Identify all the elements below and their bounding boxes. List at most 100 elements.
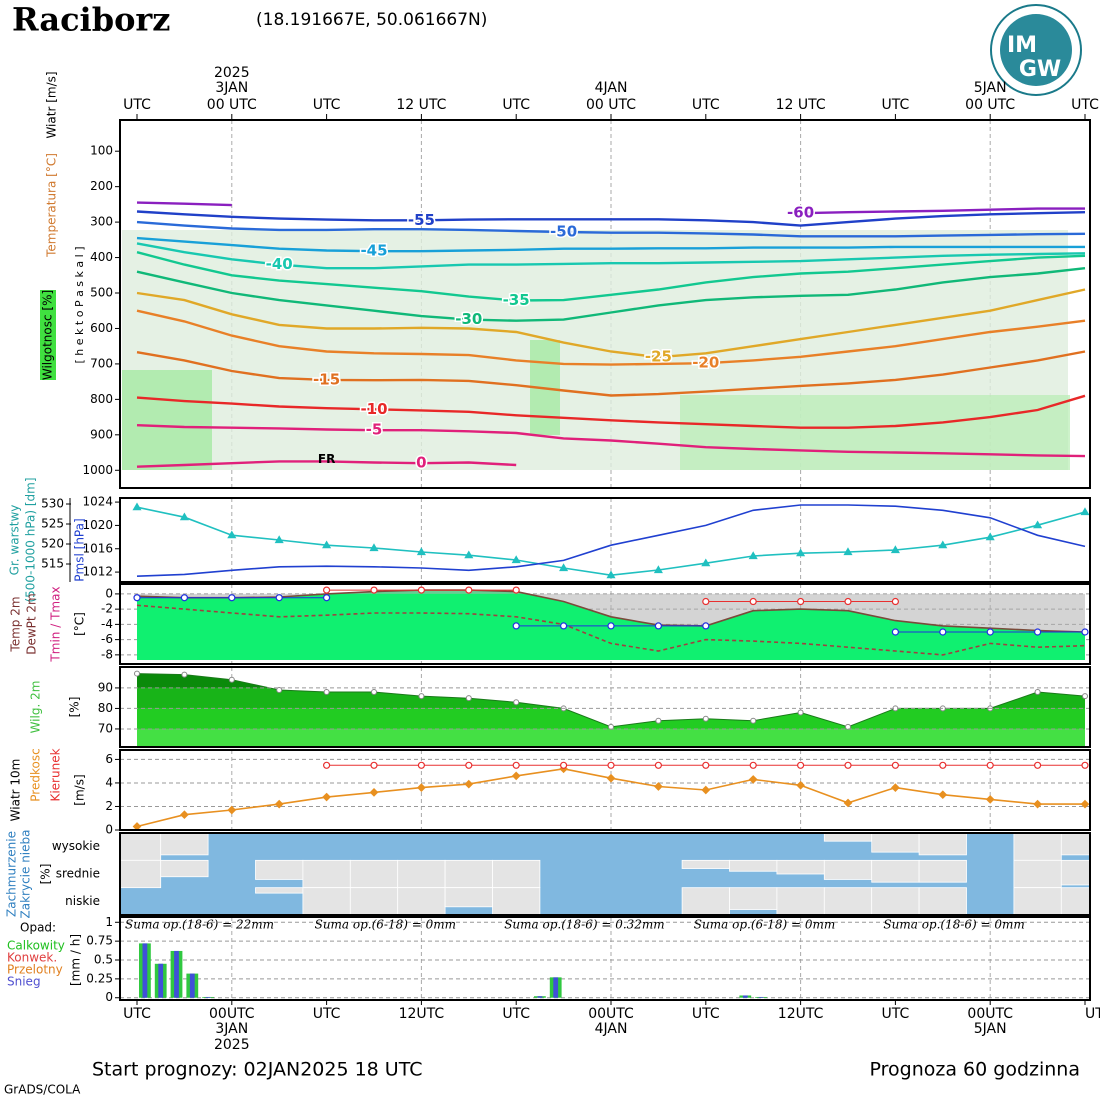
marker — [322, 792, 331, 802]
marker — [702, 715, 709, 722]
axis-label: DewPt 2m — [25, 593, 39, 655]
cloud-clear — [119, 832, 162, 861]
panel-frame — [119, 749, 1091, 831]
marker — [274, 799, 284, 809]
y-tick-label: 2 — [105, 799, 113, 813]
x-tick-label: UTC — [123, 97, 151, 113]
marker — [179, 512, 189, 521]
marker — [417, 761, 425, 769]
marker — [512, 586, 520, 594]
y-tick-label: 70 — [98, 721, 113, 735]
cloud-level-label: wysokie — [52, 839, 100, 853]
precip-sum: Suma op.(6-18) = 0mm — [315, 918, 456, 932]
marker — [465, 695, 472, 702]
marker — [559, 761, 568, 769]
axis-label: Tmin / Tmax — [49, 586, 63, 662]
snow-bar — [553, 977, 559, 998]
cloud-clear — [160, 832, 209, 856]
axis-label: Zachmurzenie — [5, 831, 19, 917]
marker — [511, 555, 521, 564]
cloud-clear — [255, 859, 304, 880]
marker — [891, 761, 900, 769]
marker — [607, 622, 615, 630]
marker — [1033, 799, 1042, 809]
snow-bar — [142, 943, 148, 998]
line — [136, 604, 1086, 656]
y-tick-label: -2 — [101, 602, 113, 616]
marker — [369, 543, 379, 552]
axis-label: [°C] — [73, 612, 87, 636]
cloud-clear — [302, 859, 351, 889]
legend-entry: Snieg — [7, 975, 41, 989]
isotherm-label: 0 — [416, 454, 426, 472]
marker — [843, 547, 853, 556]
y-tick-label: 800 — [90, 392, 113, 406]
annotation: FR — [318, 452, 335, 466]
x-tick-label: 12 UTC — [776, 97, 826, 113]
isotherm — [800, 207, 1085, 215]
marker — [891, 783, 900, 792]
x-date-label: 3JAN — [215, 80, 248, 96]
marker — [654, 782, 663, 791]
humidity-shade — [122, 370, 212, 470]
y-tick-label: 500 — [90, 286, 113, 300]
isotherm — [136, 201, 232, 207]
axis-label: Temperatura [°C] — [45, 153, 59, 258]
marker — [701, 785, 711, 795]
cloud-clear — [729, 859, 778, 872]
marker — [702, 622, 710, 630]
humidity-band — [137, 673, 1085, 688]
cloud-clear — [1013, 859, 1062, 889]
marker — [986, 761, 994, 769]
isotherm — [136, 267, 1086, 322]
y-tick-label: 1 — [105, 915, 113, 929]
panel-frame — [119, 119, 1091, 489]
axis-label: (500-1000 hPa) [dm] — [24, 477, 38, 602]
y-tick-label: -8 — [101, 647, 113, 661]
y-tick-label: 80 — [98, 701, 113, 715]
x-tick-label: 00 UTC — [965, 97, 1015, 113]
y-tick-label: 900 — [90, 427, 113, 441]
y-tick-label: 1012 — [82, 565, 113, 579]
marker — [939, 761, 947, 769]
axis-label: Temp 2m — [9, 596, 23, 652]
x-date-label: 5JAN — [974, 1021, 1007, 1037]
x-tick-label: UTC — [123, 1006, 151, 1022]
x-tick-label: 00UTC — [588, 1006, 634, 1022]
axis-label: Wilg. 2m — [29, 681, 43, 734]
marker — [985, 795, 995, 804]
snow-bar — [205, 996, 211, 998]
y-tick-label: 0 — [105, 823, 113, 837]
marker — [417, 586, 425, 594]
marker — [1081, 628, 1089, 636]
marker — [416, 547, 426, 556]
isotherm-label: -60 — [787, 204, 814, 222]
isotherm-label: -25 — [645, 348, 672, 366]
marker — [654, 761, 663, 769]
marker — [369, 788, 379, 797]
panel-frame — [119, 832, 1091, 916]
marker — [1034, 689, 1041, 696]
x-year-label: 2025 — [214, 65, 250, 81]
panel-frame — [119, 666, 1091, 748]
marker — [370, 761, 378, 769]
marker — [275, 594, 283, 602]
cloud-clear — [1013, 887, 1062, 916]
cloud-clear — [871, 832, 920, 853]
marker — [890, 545, 900, 554]
marker — [180, 594, 188, 602]
y-tick-label: 1016 — [82, 541, 113, 555]
y-tick-label: 400 — [90, 250, 113, 264]
label-background — [40, 290, 56, 380]
axis-label: Gr. warstwy — [8, 505, 22, 576]
snow-bar — [158, 963, 164, 998]
cloud-clear — [871, 859, 920, 883]
x-tick-label: UTC — [692, 97, 720, 113]
marker — [228, 676, 235, 683]
y-tick-label: 1020 — [82, 518, 113, 532]
cloud-clear — [492, 887, 541, 916]
marker — [796, 780, 805, 790]
legend-title: Opad: — [20, 921, 56, 935]
y-tick-label: 0.75 — [86, 934, 113, 948]
